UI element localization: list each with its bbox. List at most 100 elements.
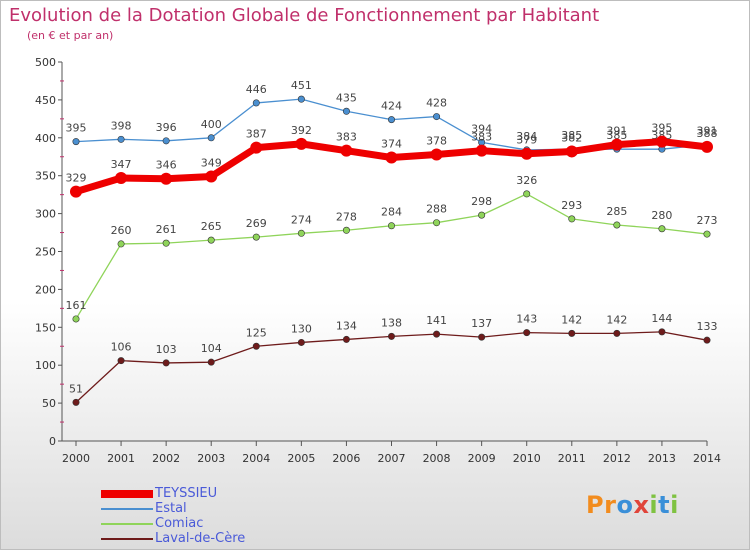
data-point-comiac <box>207 236 215 244</box>
data-label-comiac: 278 <box>336 210 357 223</box>
x-tick-label: 2007 <box>378 452 406 465</box>
data-label-laval-de-cere: 103 <box>156 343 177 356</box>
data-label-comiac: 285 <box>606 205 627 218</box>
data-point-comiac <box>613 221 621 229</box>
x-tick-label: 2011 <box>558 452 586 465</box>
legend-label: Comiac <box>155 516 204 531</box>
data-point-estal <box>387 116 395 124</box>
data-point-estal <box>117 135 125 143</box>
data-label-comiac: 269 <box>246 217 267 230</box>
legend-swatch <box>101 507 153 510</box>
data-point-laval-de-cere <box>478 333 486 341</box>
data-label-estal: 428 <box>426 97 447 110</box>
legend-swatch <box>101 489 153 498</box>
data-point-comiac <box>297 229 305 237</box>
data-label-laval-de-cere: 51 <box>69 382 83 395</box>
data-point-comiac <box>478 211 486 219</box>
data-label-comiac: 293 <box>561 199 582 212</box>
legend-label: Laval-de-Cère <box>155 531 246 546</box>
data-label-comiac: 274 <box>291 213 312 226</box>
data-label-comiac: 273 <box>697 214 718 227</box>
data-label-estal: 385 <box>606 129 627 142</box>
data-label-comiac: 260 <box>111 224 132 237</box>
data-label-laval-de-cere: 142 <box>606 313 627 326</box>
data-label-estal: 385 <box>561 129 582 142</box>
y-tick-label: 50 <box>42 397 56 410</box>
data-label-comiac: 284 <box>381 206 402 219</box>
data-point-teyssieu <box>610 138 623 151</box>
data-label-laval-de-cere: 138 <box>381 316 402 329</box>
data-label-laval-de-cere: 137 <box>471 317 492 330</box>
data-point-laval-de-cere <box>207 358 215 366</box>
data-point-comiac <box>117 240 125 248</box>
data-point-comiac <box>387 222 395 230</box>
y-tick-label: 250 <box>35 246 56 259</box>
legend-item-teyssieu: TEYSSIEU <box>101 486 245 501</box>
data-point-teyssieu <box>340 144 353 157</box>
chart-title: Evolution de la Dotation Globale de Fonc… <box>9 5 600 26</box>
data-label-comiac: 280 <box>651 209 672 222</box>
data-point-estal <box>433 113 441 121</box>
data-label-teyssieu: 374 <box>381 138 402 151</box>
data-label-laval-de-cere: 141 <box>426 314 447 327</box>
x-tick-label: 2014 <box>693 452 721 465</box>
data-label-teyssieu: 349 <box>201 156 222 169</box>
data-label-teyssieu: 387 <box>246 128 267 141</box>
y-tick-label: 200 <box>35 283 56 296</box>
data-label-comiac: 326 <box>516 174 537 187</box>
data-label-teyssieu: 378 <box>426 134 447 147</box>
data-point-teyssieu <box>701 140 713 153</box>
data-point-comiac <box>342 226 350 234</box>
data-label-estal: 435 <box>336 91 357 104</box>
data-label-laval-de-cere: 144 <box>651 312 672 325</box>
data-point-laval-de-cere <box>252 342 260 350</box>
logo-letter: P <box>586 491 605 519</box>
data-point-laval-de-cere <box>703 336 711 344</box>
data-label-laval-de-cere: 143 <box>516 313 537 326</box>
data-label-laval-de-cere: 133 <box>697 320 718 333</box>
y-tick-label: 300 <box>35 208 56 221</box>
data-point-teyssieu <box>115 171 128 184</box>
data-label-teyssieu: 383 <box>471 131 492 144</box>
x-tick-label: 2004 <box>242 452 270 465</box>
x-tick-label: 2008 <box>423 452 451 465</box>
data-point-laval-de-cere <box>523 329 531 337</box>
x-tick-label: 2009 <box>468 452 496 465</box>
y-tick-label: 500 <box>35 56 56 69</box>
data-point-laval-de-cere <box>72 398 80 406</box>
data-point-laval-de-cere <box>117 357 125 365</box>
x-tick-label: 2005 <box>287 452 315 465</box>
data-label-teyssieu: 388 <box>697 127 718 140</box>
x-tick-label: 2013 <box>648 452 676 465</box>
data-point-teyssieu <box>385 151 398 164</box>
data-label-estal: 424 <box>381 100 402 113</box>
data-label-estal: 391 <box>697 125 718 138</box>
data-point-estal <box>297 95 305 103</box>
data-label-teyssieu: 379 <box>516 134 537 147</box>
logo-letter: i <box>649 491 659 519</box>
legend-item-comiac: Comiac <box>101 516 245 531</box>
data-point-comiac <box>568 215 576 223</box>
legend-swatch <box>101 537 153 540</box>
logo-letter: t <box>658 491 671 519</box>
chart-subtitle: (en € et par an) <box>27 29 114 42</box>
data-label-estal: 398 <box>111 119 132 132</box>
data-point-laval-de-cere <box>613 329 621 337</box>
y-tick-label: 450 <box>35 94 56 107</box>
y-tick-label: 150 <box>35 321 56 334</box>
legend-label: Estal <box>155 501 187 516</box>
data-point-comiac <box>252 233 260 241</box>
data-label-laval-de-cere: 125 <box>246 326 267 339</box>
data-point-teyssieu <box>475 144 488 157</box>
data-point-estal <box>252 99 260 107</box>
data-point-comiac <box>433 219 441 227</box>
data-point-laval-de-cere <box>297 338 305 346</box>
x-tick-label: 2000 <box>62 452 90 465</box>
y-tick-label: 100 <box>35 359 56 372</box>
data-label-estal: 396 <box>156 121 177 134</box>
data-label-comiac: 265 <box>201 220 222 233</box>
data-point-comiac <box>523 190 531 198</box>
data-label-estal: 384 <box>516 130 537 143</box>
data-point-teyssieu <box>70 185 82 198</box>
